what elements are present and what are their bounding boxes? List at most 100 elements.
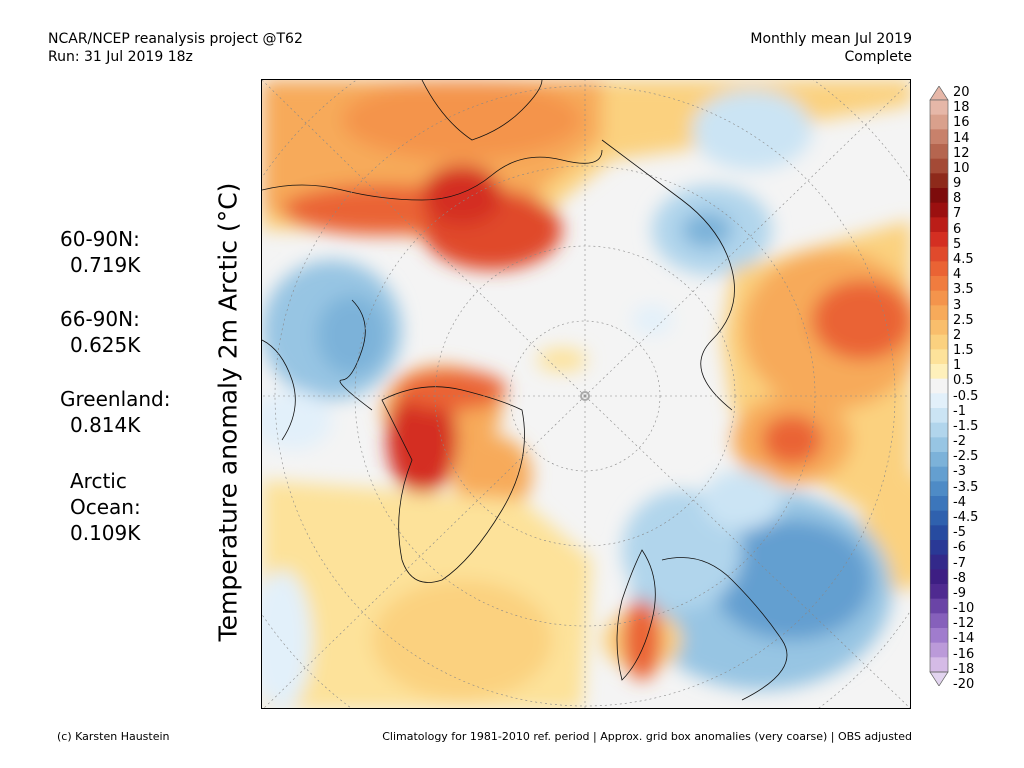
colorbar-swatch — [930, 276, 948, 292]
stat-label: 60-90N: — [60, 227, 140, 251]
stat-label: 66-90N: — [60, 307, 140, 331]
anomaly-shading — [262, 80, 910, 708]
coastlines — [262, 80, 788, 701]
colorbar-label: 14 — [953, 130, 970, 146]
colorbar-label: -6 — [953, 540, 966, 556]
period-info: Monthly mean Jul 2019 Complete — [750, 30, 912, 66]
colorbar-swatch — [930, 496, 948, 512]
stat-arctic-ocean: Arctic Ocean: 0.109K — [70, 468, 141, 546]
colorbar-label: 7 — [953, 206, 962, 222]
colorbar-label: -3 — [953, 464, 966, 480]
colorbar-swatch — [930, 202, 948, 218]
colorbar-swatch — [930, 100, 948, 116]
colorbar-label: -2 — [953, 434, 966, 450]
colorbar-swatch — [930, 540, 948, 556]
colorbar-label: 10 — [953, 160, 970, 176]
colorbar-label: -16 — [953, 646, 975, 662]
colorbar-swatch — [930, 525, 948, 541]
colorbar-label: -12 — [953, 616, 975, 632]
stat-66-90n: 66-90N: 0.625K — [60, 306, 140, 358]
stat-label-line1: Arctic — [70, 469, 127, 493]
colorbar-swatch — [930, 232, 948, 248]
colorbar-swatch — [930, 481, 948, 497]
colorbar-swatch — [930, 334, 948, 350]
colorbar-label: -1 — [953, 403, 966, 419]
colorbar-swatch — [930, 584, 948, 600]
stat-greenland: Greenland: 0.814K — [60, 386, 171, 438]
colorbar-swatch — [930, 144, 948, 160]
run-date: Run: 31 Jul 2019 18z — [48, 49, 193, 65]
run-info: NCAR/NCEP reanalysis project @T62 Run: 3… — [48, 30, 303, 66]
colorbar-swatch — [930, 364, 948, 380]
colorbar-label: -9 — [953, 585, 966, 601]
colorbar-label: 9 — [953, 176, 962, 192]
colorbar-swatch — [930, 320, 948, 336]
colorbar-swatch — [930, 188, 948, 204]
colorbar-swatch — [930, 217, 948, 233]
colorbar-swatch — [930, 408, 948, 424]
colorbar-swatch — [930, 657, 948, 673]
colorbar-label: 2 — [953, 327, 962, 343]
colorbar-label: -7 — [953, 555, 966, 571]
colorbar-swatch — [930, 598, 948, 614]
axis-title: Temperature anomaly 2m Arctic (°C) — [213, 182, 243, 642]
colorbar-label: 18 — [953, 100, 970, 116]
completion-status: Complete — [844, 49, 912, 65]
footnote: Climatology for 1981-2010 ref. period | … — [382, 730, 912, 743]
colorbar-label: 16 — [953, 115, 970, 131]
stat-value: 0.719K — [70, 253, 141, 277]
colorbar-swatch — [930, 378, 948, 394]
colorbar-label: -5 — [953, 525, 966, 541]
colorbar-swatch — [930, 437, 948, 453]
colorbar-label: 1 — [953, 358, 962, 374]
colorbar-swatch — [930, 129, 948, 145]
colorbar-label: 4.5 — [953, 251, 974, 267]
stat-label-line2: Ocean: — [70, 495, 141, 519]
north-pole-marker — [580, 391, 590, 401]
colorbar-swatch — [930, 173, 948, 189]
graticule — [262, 80, 910, 708]
anomaly-map — [261, 79, 911, 709]
colorbar-swatch — [930, 290, 948, 306]
colorbar-swatch — [930, 349, 948, 365]
colorbar-label: 3 — [953, 297, 962, 313]
colorbar-swatch — [930, 305, 948, 321]
colorbar-label: -1.5 — [953, 418, 979, 434]
colorbar-label: -4 — [953, 494, 966, 510]
colorbar-label: 6 — [953, 221, 962, 237]
colorbar-label: -14 — [953, 631, 975, 647]
colorbar-swatch — [930, 554, 948, 570]
colorbar-label: 3.5 — [953, 282, 974, 298]
colorbar-swatch — [930, 114, 948, 130]
colorbar-swatch — [930, 510, 948, 526]
colorbar-label: 12 — [953, 145, 970, 161]
colorbar-label: -2.5 — [953, 449, 979, 465]
colorbar-swatch — [930, 466, 948, 482]
colorbar-swatch — [930, 246, 948, 262]
colorbar-label: 5 — [953, 236, 962, 252]
colorbar-label: 20 — [953, 85, 970, 100]
period-title: Monthly mean Jul 2019 — [750, 31, 912, 47]
colorbar-label: 0.5 — [953, 373, 974, 389]
colorbar-swatches — [929, 85, 949, 687]
colorbar-label: -18 — [953, 661, 975, 677]
colorbar-arrow-top — [929, 85, 949, 101]
colorbar-label: 2.5 — [953, 312, 974, 328]
colorbar-label: 4 — [953, 267, 962, 283]
colorbar-swatch — [930, 158, 948, 174]
colorbar-label: -20 — [953, 677, 975, 692]
stat-label: Greenland: — [60, 387, 171, 411]
copyright: (c) Karsten Haustein — [57, 730, 170, 743]
colorbar-label: 8 — [953, 191, 962, 207]
colorbar-swatch — [930, 613, 948, 629]
stat-60-90n: 60-90N: 0.719K — [60, 226, 140, 278]
stat-value: 0.814K — [70, 413, 141, 437]
colorbar-label: -0.5 — [953, 388, 979, 404]
colorbar-swatch — [930, 642, 948, 658]
colorbar-swatch — [930, 569, 948, 585]
colorbar — [929, 85, 949, 687]
colorbar-swatch — [930, 628, 948, 644]
colorbar-arrow-bottom — [929, 671, 949, 687]
colorbar-swatch — [930, 261, 948, 277]
colorbar-label: -8 — [953, 570, 966, 586]
